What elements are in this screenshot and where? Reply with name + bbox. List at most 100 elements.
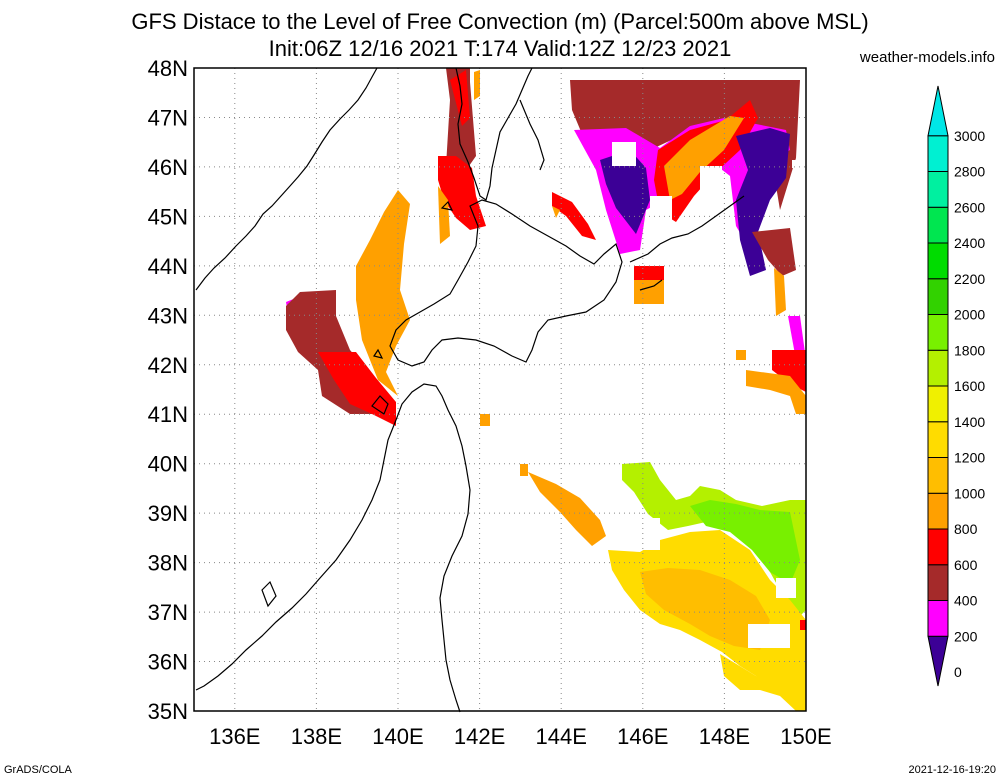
shaded-region	[736, 128, 790, 276]
colorbar-label: 1000	[954, 485, 985, 501]
oga-peninsula	[371, 395, 389, 415]
colorbar-label: 400	[954, 593, 978, 609]
shaded-region	[622, 462, 806, 620]
lon-tick-label: 136E	[209, 724, 260, 749]
colorbar-swatch	[927, 528, 949, 566]
colorbar-swatch	[927, 278, 949, 315]
lfc-distance-shading	[286, 68, 806, 711]
lon-tick-label: 138E	[291, 724, 342, 749]
lat-tick-label: 42N	[148, 353, 188, 378]
colorbar-label: 2600	[954, 199, 985, 215]
sakhalin-east	[519, 99, 545, 171]
shaded-region	[600, 150, 650, 234]
shaded-region	[438, 186, 450, 244]
figure-subtitle: Init:06Z 12/16 2021 T:174 Valid:12Z 12/2…	[269, 36, 732, 61]
colorbar-label: 1600	[954, 378, 985, 394]
shaded-region	[690, 500, 800, 584]
shaded-region	[528, 472, 606, 546]
shaded-region	[752, 228, 796, 276]
colorbar-swatch	[927, 242, 949, 280]
lat-tick-label: 46N	[148, 155, 188, 180]
colorbar-label: 2800	[954, 164, 985, 180]
shaded-region	[664, 116, 744, 200]
shaded-region	[356, 190, 410, 396]
map-frame	[193, 67, 807, 712]
shaded-region	[788, 316, 806, 360]
shaded-region	[736, 350, 746, 360]
colorbar-label: 200	[954, 628, 978, 644]
colorbar-label: 600	[954, 557, 978, 573]
colorbar: 0 200 400 600 800 1000 1200 1400 1600 1800 2000 220…	[927, 85, 985, 687]
longitude-axis: 136E 138E 140E 142E 144E 146E 148E 150E	[209, 724, 832, 749]
site-label: weather-models.info	[859, 49, 995, 66]
lon-tick-label: 146E	[617, 724, 668, 749]
colorbar-swatch	[927, 564, 949, 601]
hokkaido-coast	[389, 199, 623, 367]
shaded-region	[318, 352, 396, 426]
masked-region	[700, 166, 722, 192]
colorbar-label: 800	[954, 521, 978, 537]
footer-right: 2021-12-16-19:20	[909, 764, 996, 776]
lon-tick-label: 148E	[699, 724, 750, 749]
colorbar-swatch	[927, 206, 949, 244]
shaded-region	[634, 280, 664, 304]
mainland-coast	[195, 67, 378, 291]
masked-region	[748, 624, 790, 648]
figure-title: GFS Distace to the Level of Free Convect…	[131, 9, 868, 34]
masked-region	[612, 142, 636, 166]
honshu-west-coast	[195, 419, 397, 691]
lat-tick-label: 35N	[148, 699, 188, 724]
colorbar-swatch	[927, 349, 949, 387]
colorbar-swatch	[927, 421, 949, 458]
lat-tick-label: 36N	[148, 650, 188, 675]
colorbar-swatch	[927, 135, 949, 172]
colorbar-swatch	[927, 457, 949, 494]
shaded-region	[552, 206, 560, 218]
shaded-region	[480, 414, 490, 426]
colorbar-swatch	[927, 85, 949, 137]
lat-tick-label: 43N	[148, 303, 188, 328]
lat-tick-label: 44N	[148, 254, 188, 279]
shaded-region	[438, 156, 486, 230]
colorbar-label: 0	[954, 664, 962, 680]
shaded-region	[720, 654, 806, 711]
colorbar-label: 2000	[954, 307, 985, 323]
colorbar-swatch	[927, 600, 949, 637]
colorbar-swatch	[927, 635, 949, 687]
lon-tick-label: 150E	[780, 724, 831, 749]
colorbar-swatch	[927, 314, 949, 351]
sakhalin-coast	[455, 67, 533, 201]
lat-tick-label: 37N	[148, 600, 188, 625]
shaded-region	[774, 268, 786, 316]
shaded-region	[640, 568, 770, 650]
lat-tick-label: 38N	[148, 551, 188, 576]
kuril-islands	[629, 195, 745, 263]
shaded-region	[800, 620, 806, 630]
lat-tick-label: 40N	[148, 452, 188, 477]
lat-tick-label: 48N	[148, 56, 188, 81]
kuril-islands-2	[639, 279, 663, 291]
rishiri-island	[440, 200, 454, 211]
honshu-coast	[395, 383, 471, 713]
lat-tick-label: 41N	[148, 402, 188, 427]
lon-tick-label: 140E	[372, 724, 423, 749]
map-plot-area	[193, 67, 807, 713]
colorbar-swatch	[927, 492, 949, 530]
shaded-region	[450, 70, 470, 126]
shaded-region	[520, 464, 528, 476]
masked-region	[610, 518, 660, 550]
colorbar-swatch	[927, 171, 949, 208]
lat-tick-label: 39N	[148, 501, 188, 526]
lon-tick-label: 142E	[454, 724, 505, 749]
colorbar-label: 2200	[954, 271, 985, 287]
lon-tick-label: 144E	[536, 724, 587, 749]
shaded-region	[474, 70, 480, 100]
masked-region	[792, 160, 800, 168]
colorbar-label: 1800	[954, 342, 985, 358]
masked-region	[650, 196, 672, 220]
okushiri-island	[373, 348, 384, 359]
sado-island	[261, 580, 277, 608]
coastlines	[195, 67, 745, 713]
lat-tick-label: 47N	[148, 105, 188, 130]
